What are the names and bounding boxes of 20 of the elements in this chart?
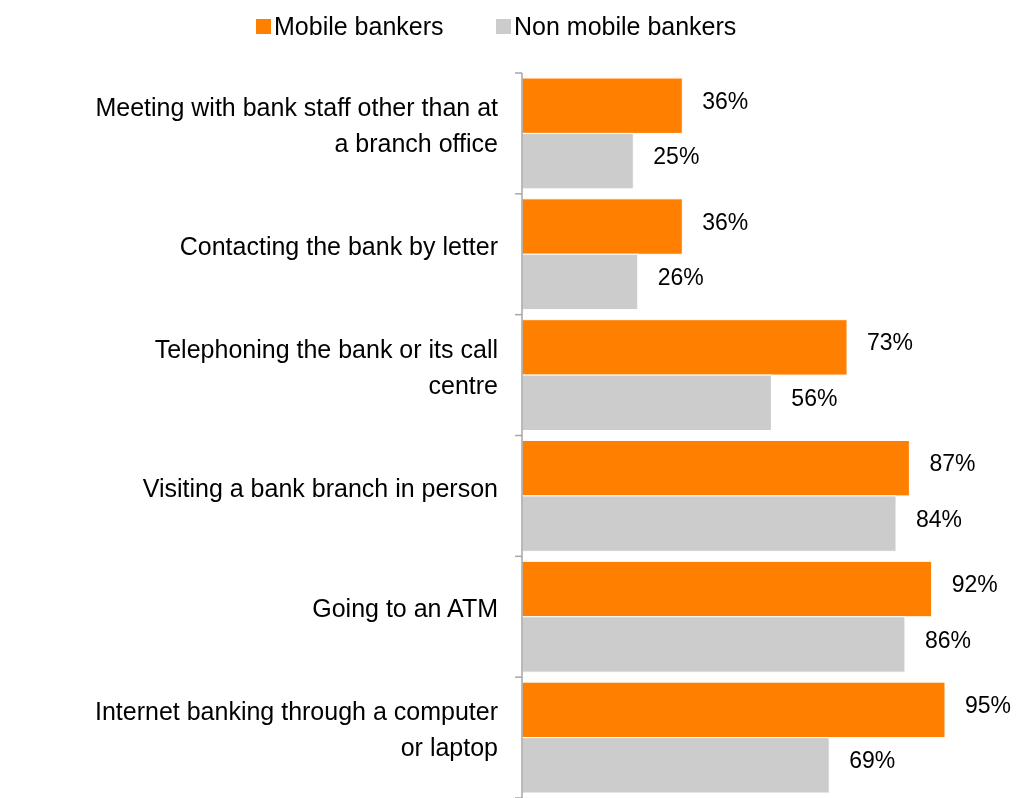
- y-tick-label: Meeting with bank staff other than at a branch office: [95, 93, 499, 158]
- data-label: 36%: [702, 208, 749, 235]
- data-label: 73%: [867, 329, 914, 356]
- y-tick-label: Visiting a bank branch in person: [142, 473, 498, 502]
- data-label: 25%: [653, 143, 700, 170]
- data-label: 84%: [916, 505, 963, 532]
- legend-label: Mobile bankers: [274, 11, 444, 40]
- data-label: 26%: [657, 264, 704, 291]
- data-label: 36%: [702, 87, 749, 114]
- data-label: 95%: [965, 691, 1012, 718]
- y-tick-label: Contacting the bank by letter: [179, 231, 498, 260]
- data-label: 56%: [791, 384, 838, 411]
- data-label: 92%: [951, 571, 998, 598]
- legend-label: Non mobile bankers: [514, 11, 737, 40]
- data-label: 69%: [849, 747, 896, 774]
- y-tick-label: Internet banking through a computer or laptop: [94, 697, 498, 762]
- data-label: 86%: [924, 626, 971, 653]
- y-tick-label: Going to an ATM: [312, 594, 498, 623]
- data-label: 87%: [929, 450, 976, 477]
- y-tick-label: Telephoning the bank or its call centre: [154, 334, 498, 399]
